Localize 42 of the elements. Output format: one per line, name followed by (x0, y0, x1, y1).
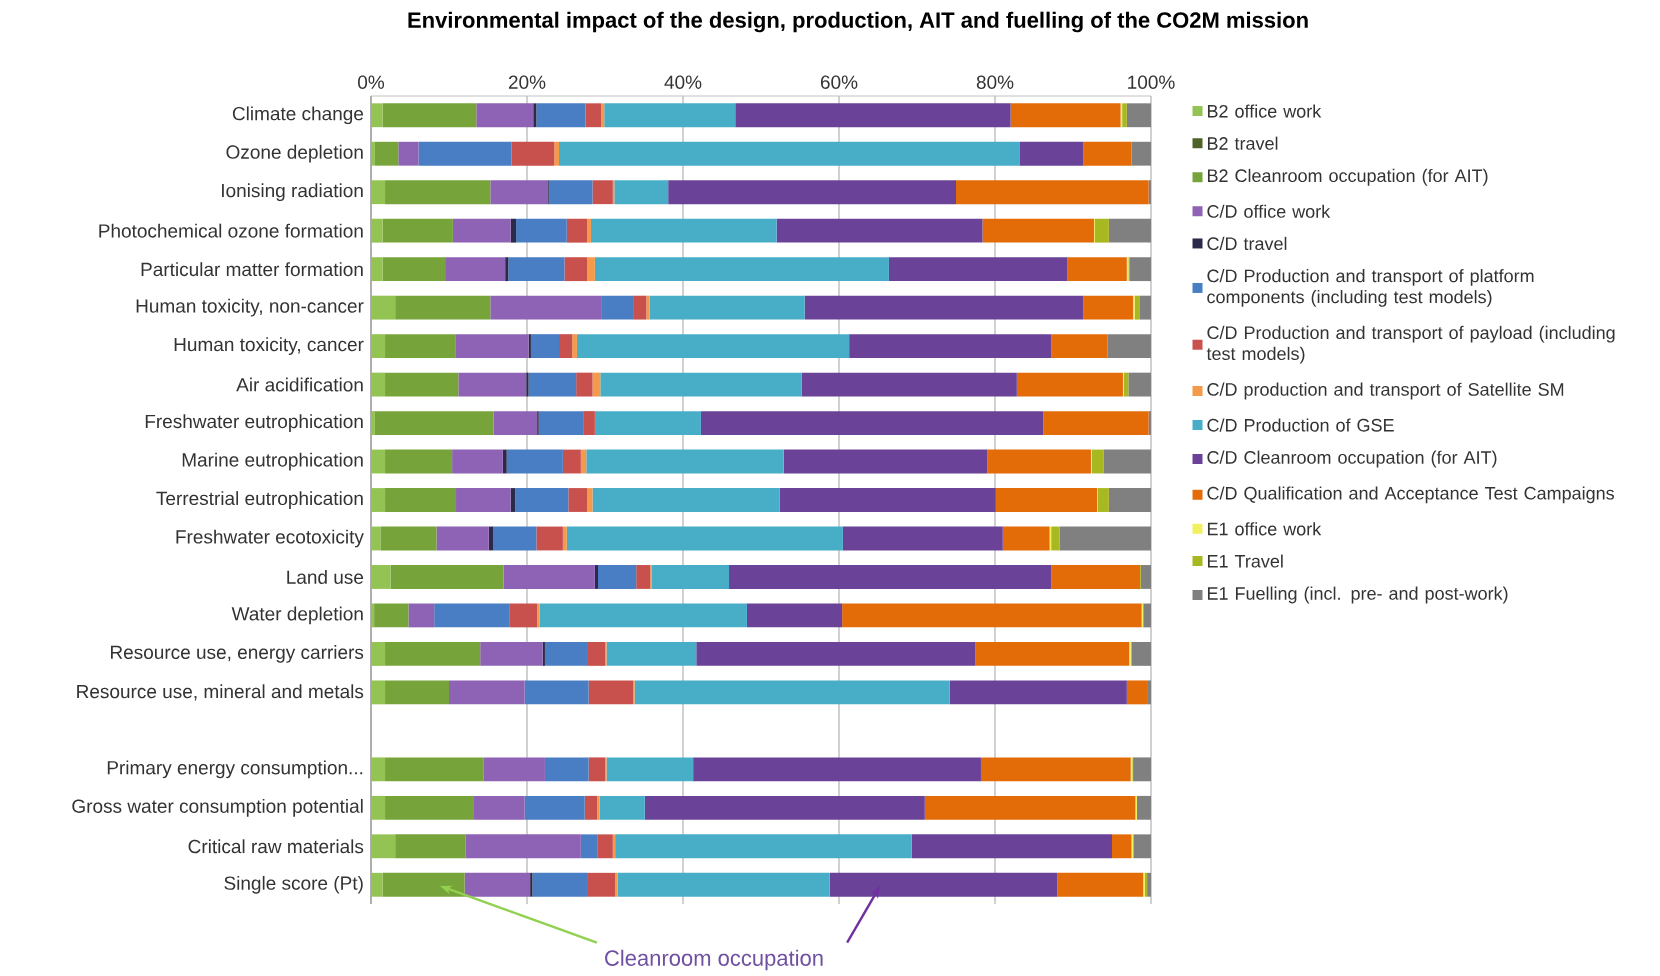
legend-label: C/D Production of GSE (1207, 418, 1394, 432)
legend-label: E1 office work (1207, 522, 1322, 536)
y-tick-label: Photochemical ozone formation (99, 223, 363, 238)
x-tick-label: 40% (664, 75, 702, 89)
y-tick-label: Primary energy consumption... (107, 760, 363, 779)
y-tick-label: Human toxicity, non-cancer (136, 298, 364, 317)
y-tick-label: Freshwater ecotoxicity (176, 529, 364, 548)
legend-label: C/D office work (1207, 204, 1331, 218)
y-tick-label: Marine eutrophication (182, 452, 363, 471)
legend-label: E1 Travel (1207, 554, 1283, 568)
legend-label: B2 Cleanroom occupation (for AIT) (1207, 168, 1488, 186)
legend-label: C/D production and transport of Satellite SM (1207, 382, 1564, 400)
y-tick-label: Terrestrial eutrophication (156, 491, 363, 509)
y-tick-label: Land use (287, 569, 364, 584)
legend-label: B2 office work (1207, 104, 1322, 118)
y-tick-label: Air acidification (236, 377, 363, 392)
y-tick-label: Particular matter formation (141, 262, 363, 277)
y-tick-label: Human toxicity, cancer (174, 337, 364, 355)
y-tick-label: Resource use, energy carriers (111, 645, 364, 663)
y-tick-label: Water depletion (231, 606, 363, 625)
text: Cleanroom occupation (605, 949, 823, 971)
chart-title: Environmental impact of the design, production, AIT and fuelling of the CO2M mission (408, 11, 1308, 33)
legend-label: C/D Qualification and Acceptance Test Campaigns (1207, 486, 1614, 504)
y-tick-label: Critical raw materials (188, 839, 364, 854)
legend-label: C/D Production and transport of payload (including test models) (1206, 325, 1615, 364)
x-tick-label: 100% (1128, 75, 1175, 89)
legend-label: C/D travel (1207, 236, 1287, 251)
x-tick-label: 0% (358, 75, 385, 89)
legend-label: C/D Cleanroom occupation (for AIT) (1207, 450, 1497, 468)
legend-label: B2 travel (1207, 136, 1278, 150)
x-tick-label: 80% (976, 75, 1014, 89)
x-tick-label: 20% (508, 75, 546, 89)
y-tick-label: Single score (Pt) (224, 875, 363, 894)
y-tick-label: Climate change (232, 106, 364, 125)
y-tick-label: Ionising radiation (222, 183, 363, 202)
y-tick-label: Gross water consumption potential (72, 798, 363, 817)
legend-label: C/D Production and transport of platform components (including test models) (1207, 269, 1534, 307)
y-tick-label: Freshwater eutrophication (145, 414, 363, 432)
x-tick-label: 60% (820, 75, 858, 89)
y-tick-label: Resource use, mineral and metals (77, 684, 364, 701)
legend-label: E1 Fuelling (incl. pre- and post-work) (1207, 586, 1508, 604)
y-tick-label: Ozone depletion (226, 144, 363, 163)
